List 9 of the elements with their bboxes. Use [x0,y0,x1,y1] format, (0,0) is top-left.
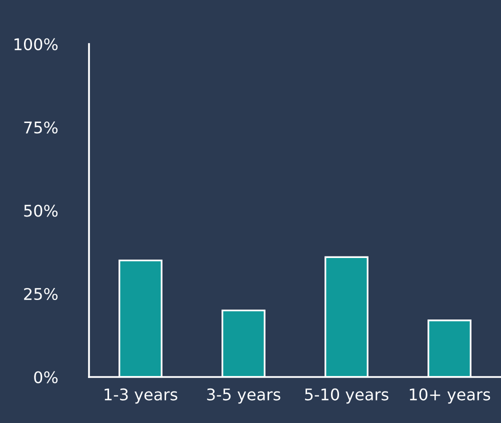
y-tick-label: 25% [24,288,58,300]
x-tick-label: 5-10 years [305,388,388,404]
x-tick-label: 3-5 years [207,388,280,404]
y-tick-label: 0% [34,371,58,384]
y-tick-label: 50% [24,204,58,217]
y-tick-label: 75% [24,121,58,134]
x-tick-label: 10+ years [410,388,490,404]
y-tick-label: 100% [14,38,58,50]
x-tick-label: 1-3 years [104,388,178,404]
